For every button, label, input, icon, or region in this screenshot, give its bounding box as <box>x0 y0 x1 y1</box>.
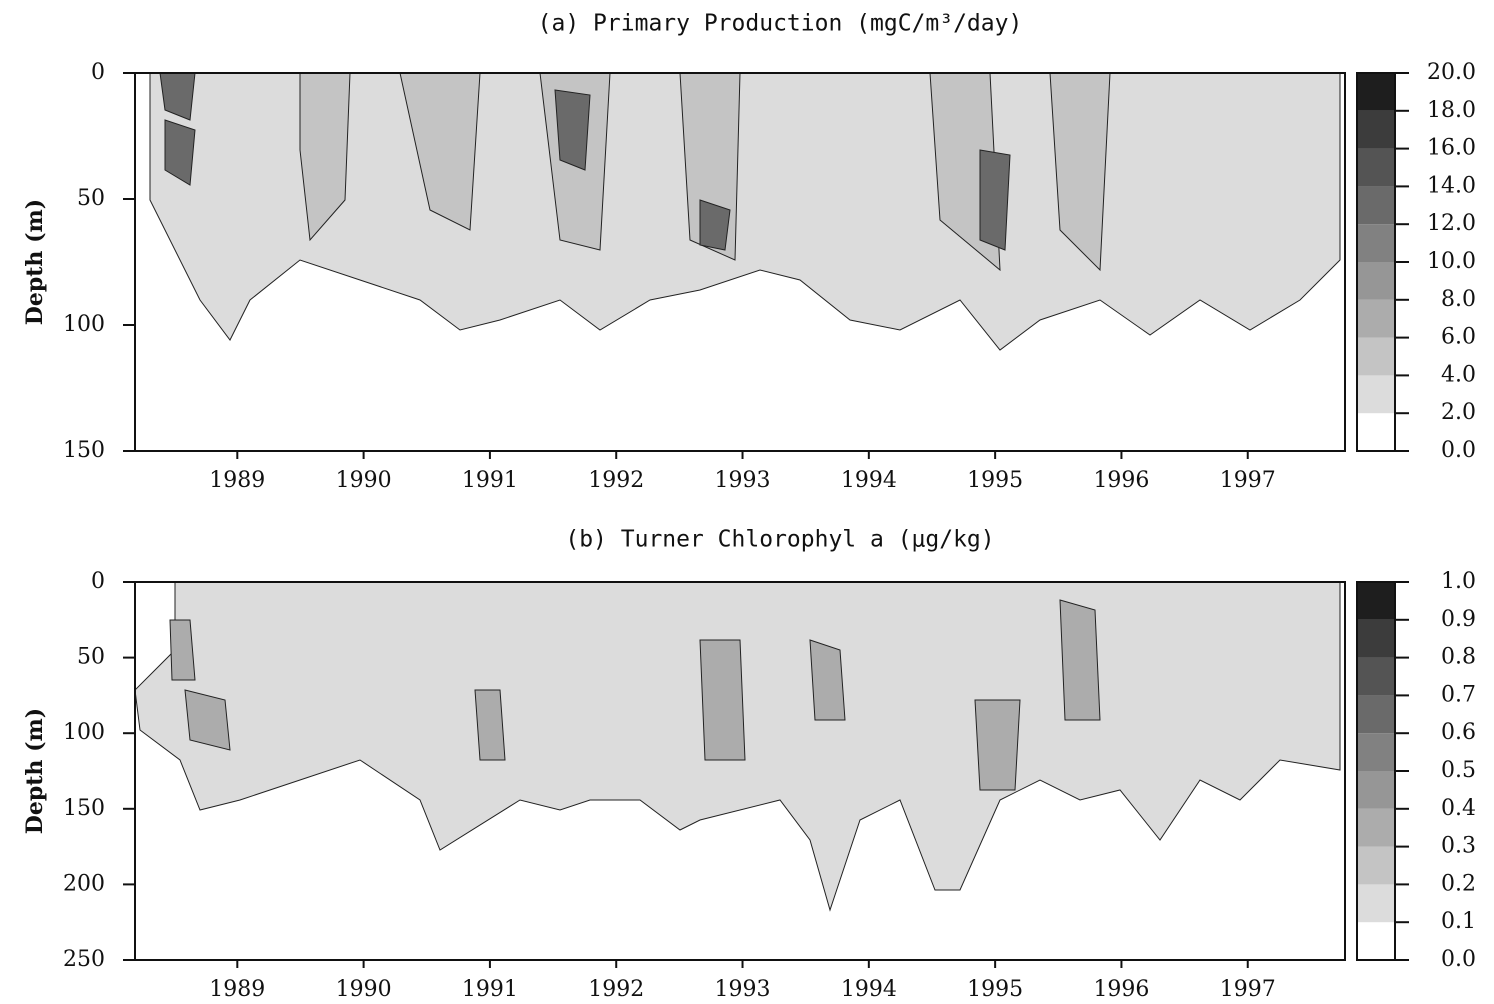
y-tick-label: 200 <box>63 871 105 896</box>
plot-frame <box>134 72 1346 452</box>
colorbar-bin <box>1357 846 1395 885</box>
colorbar-bin <box>1357 733 1395 771</box>
y-tick-label: 50 <box>77 186 105 211</box>
field-shade <box>159 72 1011 251</box>
y-tick-label: 0 <box>91 60 105 85</box>
x-tick-label: 1993 <box>715 468 771 493</box>
colorbar-label: 16.0 <box>1427 136 1476 161</box>
colorbar-label: 0.7 <box>1441 682 1476 707</box>
x-tick-label: 1997 <box>1220 468 1276 493</box>
field-shade <box>299 72 1111 272</box>
colorbar-bin <box>1357 808 1395 847</box>
x-tick-label: 1995 <box>967 468 1023 493</box>
y-tick-label: 50 <box>77 645 105 670</box>
colorbar-bin <box>1357 299 1395 338</box>
colorbar-bin <box>1357 375 1395 414</box>
colorbar-bin <box>1357 619 1395 658</box>
x-tick-label: 1993 <box>715 977 771 1000</box>
y-tick-label: 150 <box>63 796 105 821</box>
x-tick-label: 1990 <box>336 977 392 1000</box>
colorbar-label: 8.0 <box>1441 287 1476 312</box>
plot-frame <box>134 581 1346 961</box>
colorbar-bin <box>1357 110 1395 149</box>
colorbar-label: 18.0 <box>1427 98 1476 123</box>
colorbar-bin <box>1357 413 1395 451</box>
colorbar-bin <box>1357 73 1395 111</box>
colorbar-label: 0.5 <box>1441 758 1476 783</box>
colorbar-label: 0.2 <box>1441 871 1476 896</box>
colorbar-label: 0.6 <box>1441 720 1476 745</box>
y-tick-label: 150 <box>63 438 105 463</box>
colorbar-label: 4.0 <box>1441 362 1476 387</box>
colorbar-label: 0.3 <box>1441 834 1476 859</box>
colorbar-bin <box>1357 186 1395 225</box>
y-axis-label: Depth (m) <box>22 199 48 325</box>
colorbar-label: 10.0 <box>1427 249 1476 274</box>
colorbar-label: 0.4 <box>1441 796 1476 821</box>
colorbar-bin <box>1357 262 1395 300</box>
field-shade <box>169 599 1101 791</box>
colorbar-label: 2.0 <box>1441 400 1476 425</box>
colorbar-label: 20.0 <box>1427 60 1476 85</box>
colorbar-label: 6.0 <box>1441 325 1476 350</box>
colorbar-label: 0.1 <box>1441 909 1476 934</box>
colorbar-label: 1.0 <box>1441 569 1476 594</box>
y-tick-label: 100 <box>63 312 105 337</box>
x-tick-label: 1997 <box>1220 977 1276 1000</box>
x-tick-label: 1994 <box>841 977 897 1000</box>
colorbar-bin <box>1357 771 1395 809</box>
colorbar-label: 0.0 <box>1441 947 1476 972</box>
x-tick-label: 1996 <box>1093 977 1149 1000</box>
colorbar-bin <box>1357 337 1395 376</box>
x-tick-label: 1989 <box>209 977 265 1000</box>
chart-title: (b) Turner Chlorophyl a (μg/kg) <box>565 527 994 553</box>
y-axis-label: Depth (m) <box>22 708 48 834</box>
x-tick-label: 1992 <box>588 468 644 493</box>
y-tick-label: 0 <box>91 569 105 594</box>
colorbar-bin <box>1357 582 1395 620</box>
x-tick-label: 1990 <box>336 468 392 493</box>
x-tick-label: 1995 <box>967 977 1023 1000</box>
colorbar-label: 12.0 <box>1427 211 1476 236</box>
y-tick-label: 250 <box>63 947 105 972</box>
colorbar-bin <box>1357 695 1395 734</box>
colorbar-label: 0.9 <box>1441 607 1476 632</box>
x-tick-label: 1992 <box>588 977 644 1000</box>
colorbar-label: 14.0 <box>1427 173 1476 198</box>
colorbar-bin <box>1357 884 1395 923</box>
x-tick-label: 1994 <box>841 468 897 493</box>
colorbar-bin <box>1357 657 1395 696</box>
x-tick-label: 1989 <box>209 468 265 493</box>
colorbar-label: 0.8 <box>1441 645 1476 670</box>
x-tick-label: 1991 <box>462 977 518 1000</box>
colorbar-label: 0.0 <box>1441 438 1476 463</box>
y-tick-label: 100 <box>63 720 105 745</box>
colorbar-bin <box>1357 922 1395 960</box>
chart-title: (a) Primary Production (mgC/m³/day) <box>538 11 1023 37</box>
colorbar-bin <box>1357 224 1395 262</box>
x-tick-label: 1996 <box>1093 468 1149 493</box>
colorbar-bin <box>1357 148 1395 187</box>
x-tick-label: 1991 <box>462 468 518 493</box>
